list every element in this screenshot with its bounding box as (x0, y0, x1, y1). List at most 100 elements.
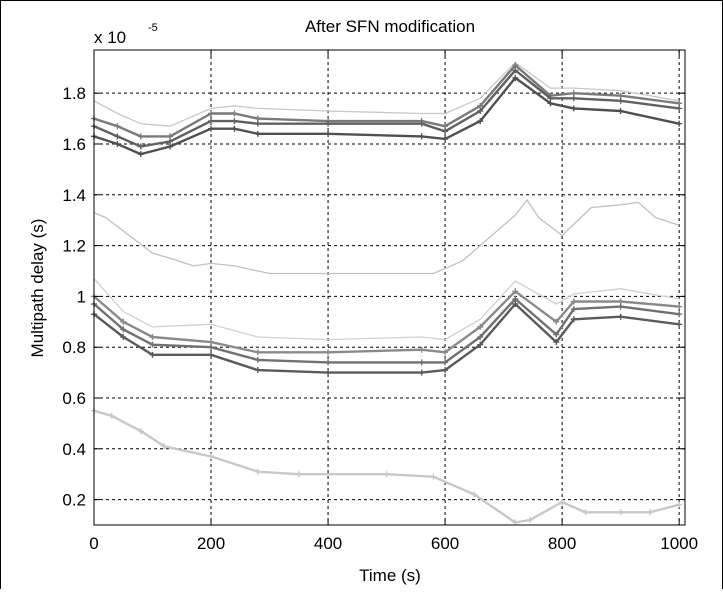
data-point (442, 367, 449, 374)
data-point (114, 140, 121, 147)
data-point (325, 120, 332, 127)
series-group (91, 62, 683, 526)
data-point (512, 519, 519, 526)
data-point (570, 95, 577, 102)
data-point (254, 120, 261, 127)
data-point (208, 339, 215, 346)
window-border-top (0, 0, 723, 1)
data-point (149, 341, 156, 348)
data-point (418, 120, 425, 127)
y-axis-multiplier-exponent: -5 (148, 22, 158, 34)
data-point (325, 349, 332, 356)
data-point (442, 359, 449, 366)
data-point (325, 359, 332, 366)
data-point (254, 349, 261, 356)
data-point (254, 356, 261, 363)
data-point (617, 107, 624, 114)
y-tick-label: 0.6 (62, 389, 86, 408)
series-line-7 (93, 278, 680, 341)
data-point (676, 321, 683, 328)
series-line-1 (93, 409, 680, 524)
data-point (582, 509, 589, 516)
data-point (512, 62, 519, 69)
data-point (137, 151, 144, 158)
data-point (477, 118, 484, 125)
y-tick-label: 1 (77, 287, 86, 306)
series-line-10 (93, 302, 680, 374)
data-point (617, 509, 624, 516)
series-line-8 (93, 290, 680, 354)
data-point (442, 135, 449, 142)
data-point (120, 334, 127, 341)
data-point (208, 351, 215, 358)
x-tick-label: 200 (197, 534, 225, 553)
data-point (553, 339, 560, 346)
data-point (676, 100, 683, 107)
data-point (167, 133, 174, 140)
data-point (430, 473, 437, 480)
data-point (325, 369, 332, 376)
y-tick-label: 0.2 (62, 491, 86, 510)
data-point (208, 125, 215, 132)
data-point (570, 306, 577, 313)
data-point (570, 90, 577, 97)
x-axis-label: Time (s) (359, 566, 421, 585)
x-tick-label: 800 (548, 534, 576, 553)
data-point (120, 318, 127, 325)
data-point (676, 311, 683, 318)
series-line-3 (93, 62, 680, 127)
data-point (442, 128, 449, 135)
x-tick-label: 400 (314, 534, 342, 553)
data-point (512, 74, 519, 81)
y-tick-label: 1.2 (62, 237, 86, 256)
x-tick-label: 0 (89, 534, 98, 553)
x-tick-label: 1000 (660, 534, 698, 553)
y-tick-label: 1.4 (62, 186, 86, 205)
data-point (231, 110, 238, 117)
data-point (553, 318, 560, 325)
data-point (512, 295, 519, 302)
data-point (167, 143, 174, 150)
data-point (676, 120, 683, 127)
data-point (208, 118, 215, 125)
data-point (442, 349, 449, 356)
axis-ticks: 0 200 400 600 800 1000 0.2 0.4 0.6 0.8 1 1.2 1.4 1.6 1… (62, 50, 698, 553)
data-point (676, 501, 683, 508)
data-point (114, 123, 121, 130)
data-point (231, 118, 238, 125)
data-point (570, 298, 577, 305)
y-tick-label: 0.8 (62, 338, 86, 357)
series-line-5 (93, 69, 680, 148)
series-line-2 (93, 199, 680, 275)
data-point (559, 499, 566, 506)
data-point (676, 303, 683, 310)
data-point (617, 97, 624, 104)
x-tick-label: 600 (431, 534, 459, 553)
data-point (526, 516, 533, 523)
y-tick-label: 0.4 (62, 440, 86, 459)
data-point (477, 341, 484, 348)
data-point (325, 130, 332, 137)
data-point (254, 130, 261, 137)
data-point (120, 326, 127, 333)
data-point (477, 107, 484, 114)
data-point (418, 346, 425, 353)
data-point (254, 367, 261, 374)
series-line-4 (93, 63, 680, 138)
data-point (167, 138, 174, 145)
data-point (208, 110, 215, 117)
data-point (547, 100, 554, 107)
data-point (477, 102, 484, 109)
chart-title: After SFN modification (305, 17, 475, 36)
data-point (646, 509, 653, 516)
y-axis-multiplier: x 10 (94, 28, 126, 47)
y-tick-label: 1.8 (62, 84, 86, 103)
data-point (137, 143, 144, 150)
y-tick-label: 1.6 (62, 135, 86, 154)
data-point (295, 471, 302, 478)
data-point (137, 133, 144, 140)
plot-area-frame (93, 49, 686, 526)
data-point (617, 303, 624, 310)
